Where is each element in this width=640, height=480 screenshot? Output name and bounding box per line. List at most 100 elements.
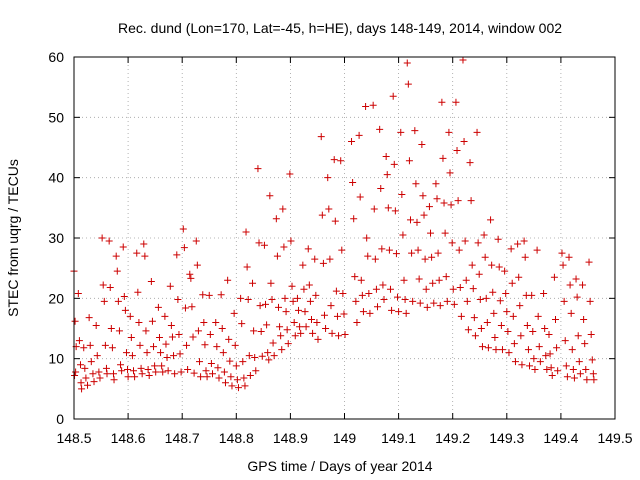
data-point [314, 335, 322, 343]
data-point [249, 279, 257, 287]
data-point [277, 332, 285, 340]
data-point [455, 246, 463, 254]
x-tick-label: 149.4 [543, 430, 578, 446]
data-point [533, 246, 541, 254]
data-point [341, 331, 349, 339]
data-point [81, 364, 89, 372]
data-point [570, 374, 578, 382]
data-point [575, 358, 583, 366]
data-point [337, 157, 345, 165]
x-tick-label: 149 [333, 430, 357, 446]
data-point [143, 349, 151, 357]
data-point [119, 243, 127, 251]
data-point [355, 131, 363, 139]
data-point [324, 174, 332, 182]
data-point [476, 296, 484, 304]
data-point [227, 373, 235, 381]
data-point [398, 191, 406, 199]
data-point [268, 296, 276, 304]
data-point [502, 290, 510, 298]
data-point [112, 252, 120, 260]
x-tick-label: 148.8 [219, 430, 254, 446]
data-point [365, 290, 373, 298]
data-point [436, 302, 444, 310]
data-point [257, 328, 265, 336]
data-point [471, 332, 479, 340]
data-point [404, 80, 412, 88]
data-point [464, 326, 472, 334]
data-point [543, 366, 551, 374]
data-point [456, 283, 464, 291]
data-point [238, 320, 246, 328]
x-tick-label: 149.2 [435, 430, 470, 446]
data-point [542, 352, 550, 360]
data-point [243, 263, 251, 271]
data-point [137, 364, 145, 372]
data-point [296, 323, 304, 331]
data-point [427, 229, 435, 237]
data-point [187, 274, 195, 282]
data-point [307, 315, 315, 323]
data-point [228, 382, 236, 390]
x-tick-labels: 148.5 148.6 148.7 148.8 148.9 149 149.1 149.2 14… [56, 430, 632, 446]
data-point [167, 321, 175, 329]
data-point [147, 277, 155, 285]
data-point [109, 370, 117, 378]
data-point [304, 245, 312, 253]
x-tick-label: 149.5 [597, 430, 632, 446]
data-point [583, 376, 591, 384]
data-point [151, 362, 159, 370]
data-point [463, 297, 471, 305]
data-point [554, 367, 562, 375]
data-point [327, 302, 335, 310]
data-point [357, 276, 365, 284]
data-point [280, 243, 288, 251]
data-point [507, 245, 515, 253]
data-point [548, 372, 556, 380]
data-point [288, 282, 296, 290]
data-point [581, 340, 589, 348]
data-point [534, 312, 542, 320]
data-point [589, 370, 597, 378]
data-point [197, 373, 205, 381]
data-point [114, 297, 122, 305]
data-point [497, 321, 505, 329]
data-point [71, 372, 79, 380]
data-point [163, 353, 171, 361]
data-point [457, 312, 465, 320]
data-point [293, 294, 301, 302]
data-point [252, 367, 260, 375]
data-point [245, 352, 253, 360]
data-point [420, 211, 428, 219]
data-point [201, 341, 209, 349]
data-point [77, 379, 85, 387]
data-point [412, 180, 420, 188]
data-point [395, 308, 403, 316]
data-point [517, 332, 525, 340]
y-tick-label: 0 [56, 411, 64, 427]
data-point [305, 281, 313, 289]
data-point [176, 350, 184, 358]
data-point [520, 237, 528, 245]
data-point [206, 331, 214, 339]
data-point [291, 332, 299, 340]
data-point [547, 364, 555, 372]
data-point [540, 290, 548, 298]
axis-ticks [73, 56, 616, 420]
data-point [369, 101, 377, 109]
data-point [553, 344, 561, 352]
data-point [325, 205, 333, 213]
data-point [150, 343, 158, 351]
data-point [130, 367, 138, 375]
data-point [199, 291, 207, 299]
data-point [105, 237, 113, 245]
data-point [237, 294, 245, 302]
data-point [403, 59, 411, 67]
data-point [82, 374, 90, 382]
data-point [213, 343, 221, 351]
data-point [531, 366, 539, 374]
data-point [177, 368, 185, 376]
data-point [180, 244, 188, 252]
data-point [84, 381, 92, 389]
data-point [309, 329, 317, 337]
